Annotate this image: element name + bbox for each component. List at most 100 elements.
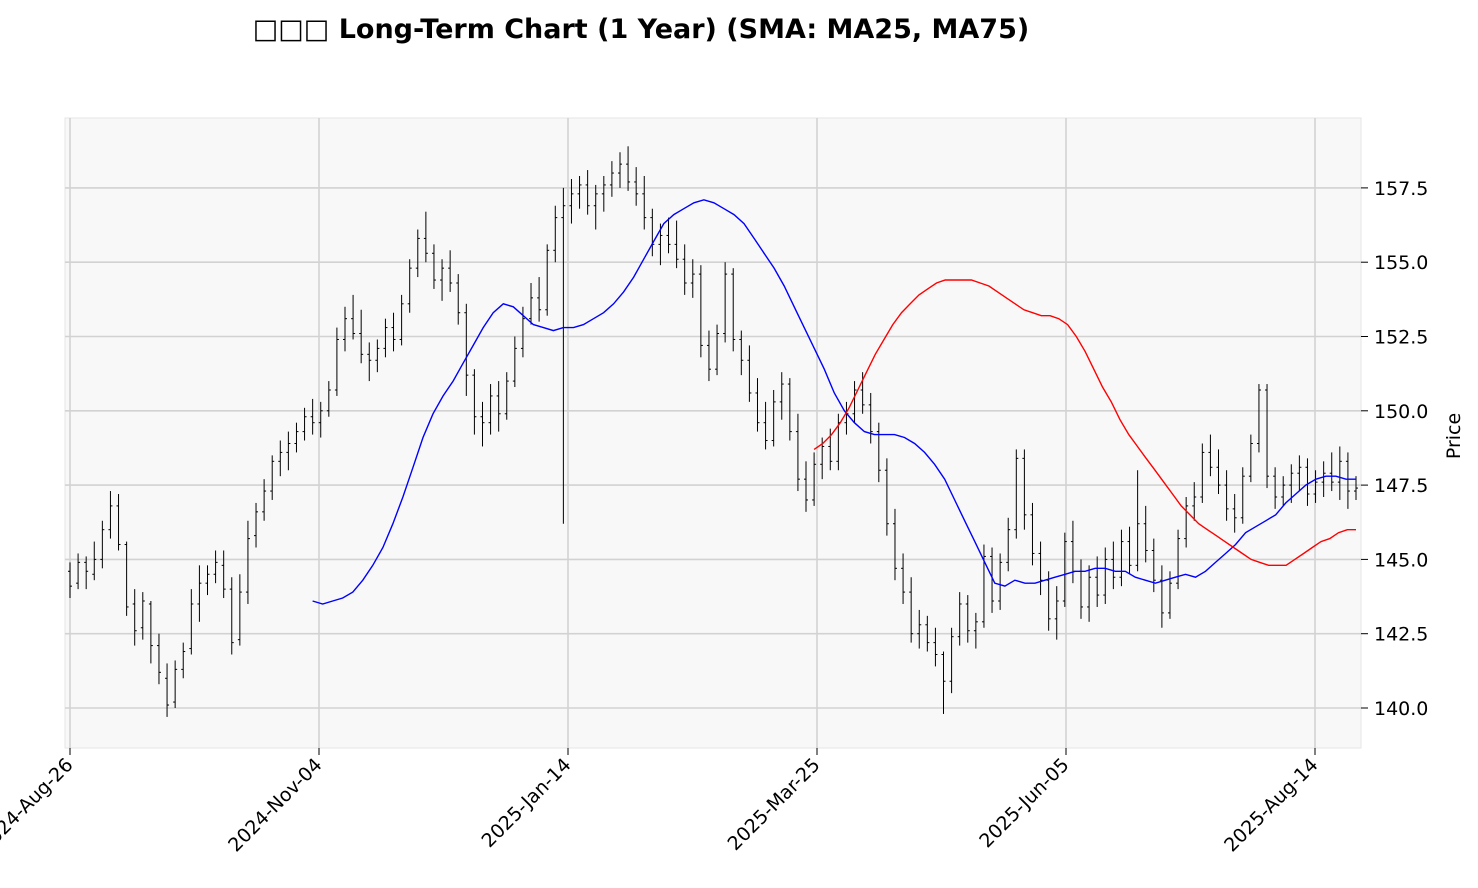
ohlc-bar (601, 176, 606, 212)
ohlc-bar (205, 565, 210, 596)
ohlc-bar (286, 431, 291, 471)
ohlc-bar (990, 547, 995, 613)
ohlc-bar (1095, 556, 1100, 607)
ohlc-bar (537, 277, 542, 322)
ohlc-bar (213, 550, 218, 584)
ohlc-bar (1321, 461, 1326, 497)
ohlc-bar (140, 592, 145, 640)
ohlc-bar (480, 401, 485, 447)
ohlc-bar (755, 378, 760, 432)
ohlc-bar (609, 161, 614, 197)
ohlc-bar (1022, 449, 1027, 530)
ohlc-bar (577, 176, 582, 209)
ohlc-bar (901, 553, 906, 604)
ohlc-bar (1087, 565, 1092, 622)
ohlc-bar (1265, 384, 1270, 489)
ohlc-bar (804, 461, 809, 512)
ohlc-bar (197, 565, 202, 622)
ohlc-bar (852, 381, 857, 423)
ohlc-bar (739, 330, 744, 376)
ohlc-bar (237, 574, 242, 646)
ohlc-bar (1119, 529, 1124, 587)
x-tick-label: 2025-Jan-14 (478, 754, 576, 852)
ohlc-bar (318, 401, 323, 438)
y-axis: 140.0 142.5 145.0 147.5 150.0 152.5 155.0 157.5 (1361, 178, 1428, 720)
ohlc-bar (876, 422, 881, 483)
ohlc-bar (1248, 434, 1253, 483)
ohlc-bar (1281, 476, 1286, 506)
y-tick-label: 150.0 (1374, 401, 1428, 423)
ohlc-bar (933, 627, 938, 667)
ohlc-bar (342, 306, 347, 352)
ohlc-bar (949, 627, 954, 694)
ohlc-bar (771, 389, 776, 447)
ohlc-bar (917, 609, 922, 649)
ohlc-bar (787, 378, 792, 441)
y-tick-label: 155.0 (1374, 252, 1428, 274)
ohlc-bar (294, 422, 299, 453)
x-axis: 2024-Aug-26 2024-Nov-04 2025-Jan-14 2025-Ma… (0, 748, 1323, 856)
x-tick-label: 2025-Mar-25 (724, 754, 825, 855)
ohlc-bar (723, 262, 728, 343)
y-gridlines (65, 187, 1361, 709)
ohlc-bar (407, 259, 412, 313)
y-axis-label: Price (1443, 413, 1465, 459)
moving-average-lines (312, 199, 1356, 605)
ohlc-bar (359, 309, 364, 364)
ohlc-bar (561, 187, 566, 524)
ohlc-bar (1289, 464, 1294, 503)
ohlc-bar (148, 601, 153, 664)
ohlc-bar (456, 274, 461, 325)
ohlc-bar (957, 592, 962, 646)
ohlc-bar (909, 577, 914, 643)
ohlc-bar (690, 259, 695, 298)
ohlc-bar (1159, 565, 1164, 628)
ohlc-bar (715, 324, 720, 376)
ohlc-bar (1038, 541, 1043, 596)
ohlc-bar (302, 407, 307, 441)
ohlc-bar (1111, 541, 1116, 590)
ohlc-bar (553, 205, 558, 263)
ohlc-bar (1054, 586, 1059, 640)
chart-title: □□□ Long-Term Chart (1 Year) (SMA: MA25,… (253, 14, 1029, 45)
ohlc-bar (116, 494, 121, 551)
ohlc-bar (76, 553, 81, 590)
ohlc-bar (504, 372, 509, 420)
ohlc-bar (165, 663, 170, 717)
ohlc-bar (367, 342, 372, 382)
ohlc-bar (245, 520, 250, 604)
ohlc-bar (68, 562, 72, 599)
y-tick-label: 147.5 (1374, 475, 1428, 497)
ohlc-bar (1135, 470, 1140, 572)
ohlc-bar (941, 651, 946, 714)
ohlc-bar (998, 553, 1003, 610)
ohlc-bar (868, 392, 873, 444)
ohlc-bar (326, 381, 331, 417)
ohlc-bar (1216, 449, 1221, 495)
ohlc-bar (415, 229, 420, 278)
ma-line-ma75 (813, 279, 1356, 566)
ohlc-bar (674, 220, 679, 269)
ohlc-bar (1208, 434, 1213, 477)
ohlc-bar (221, 550, 226, 599)
ohlc-bar (334, 327, 339, 396)
ohlc-bar (1240, 467, 1245, 524)
ohlc-bar (391, 312, 396, 352)
ohlc-bar (747, 345, 752, 402)
ohlc-bar (795, 413, 800, 492)
ohlc-bar (278, 440, 283, 477)
ohlc-bar (642, 176, 647, 230)
ohlc-bar (1273, 467, 1278, 509)
ohlc-bar (731, 268, 736, 352)
ohlc-bar (1232, 494, 1237, 533)
ma-line-ma25 (312, 199, 1356, 605)
x-tick-label: 2025-Aug-14 (1220, 754, 1322, 856)
ohlc-bar (464, 303, 469, 396)
ohlc-bar (189, 589, 194, 655)
ohlc-bar (763, 401, 768, 450)
ohlc-bar (892, 508, 897, 581)
ohlc-bar (1337, 446, 1342, 500)
ohlc-bar (132, 589, 137, 646)
ohlc-bar (512, 336, 517, 388)
